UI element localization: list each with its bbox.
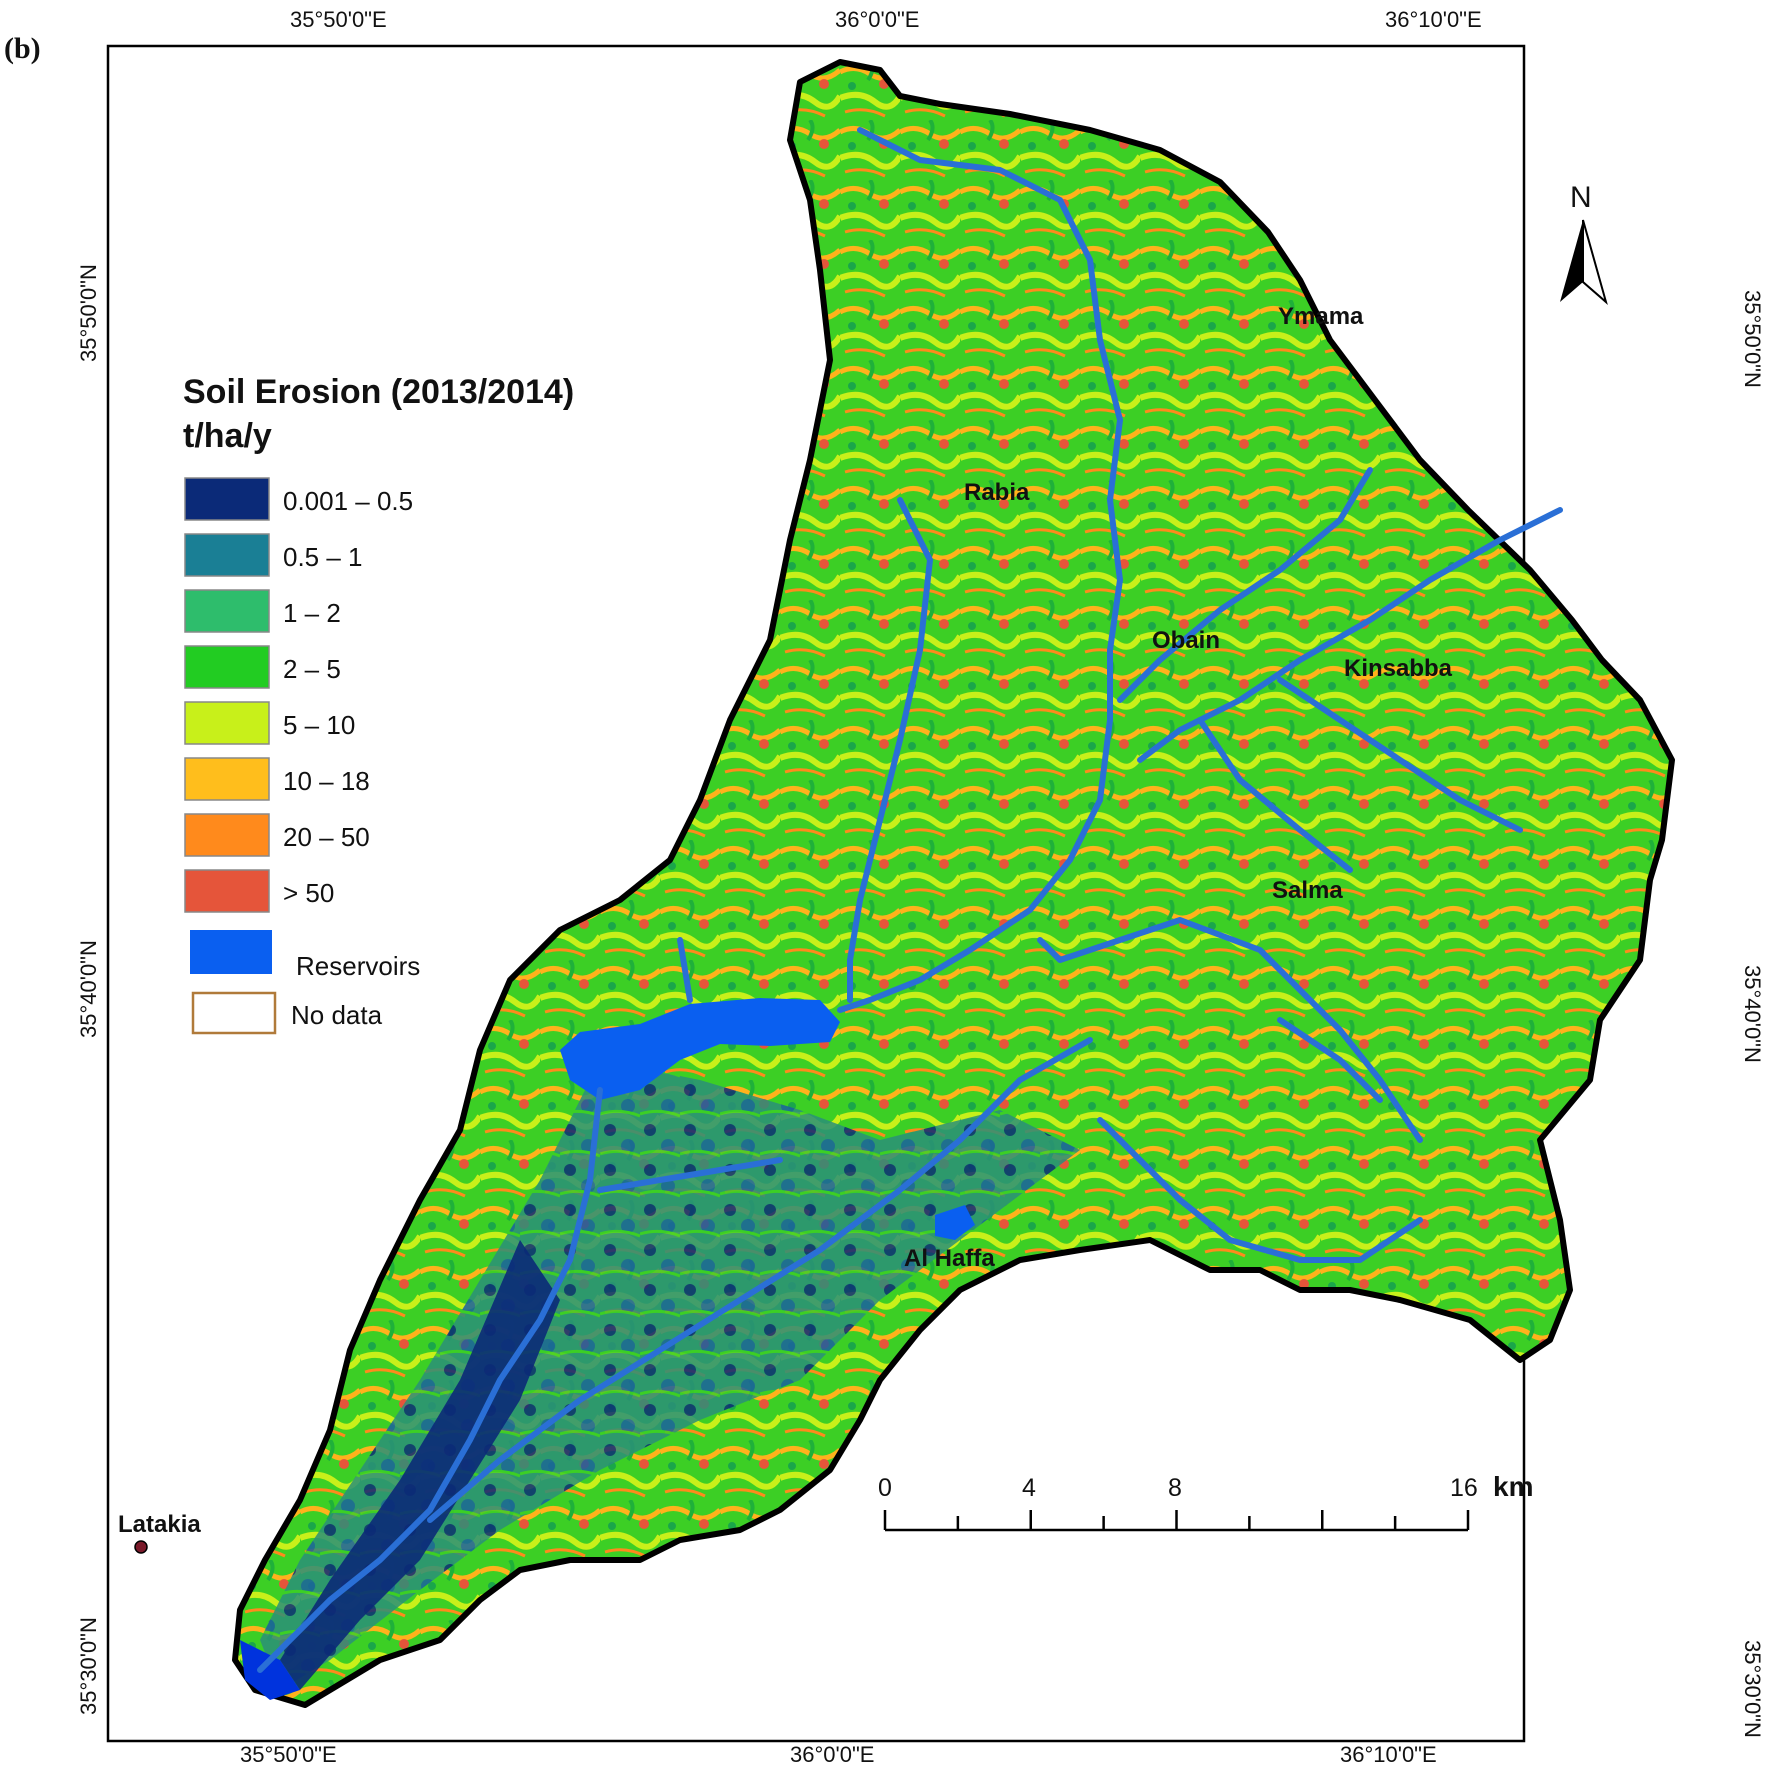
latakia-dot — [134, 1540, 148, 1554]
legend-label-7: > 50 — [283, 878, 334, 908]
river-minor — [597, 1157, 783, 1193]
scale-unit: km — [1493, 1471, 1533, 1502]
river-kinsabba — [1137, 507, 1563, 763]
scale-label-4: 4 — [1022, 1474, 1036, 1502]
legend-label-0: 0.001 – 0.5 — [283, 486, 413, 516]
legend-swatch-7 — [184, 869, 270, 913]
low-erosion-zone — [260, 1060, 1080, 1690]
river-network — [257, 127, 1563, 1673]
reservoir — [560, 998, 840, 1100]
legend-label-5: 10 – 18 — [283, 766, 370, 796]
scale-label-8: 8 — [1168, 1474, 1182, 1502]
scale-ticks — [883, 1510, 1470, 1530]
river-haffa — [427, 1037, 1093, 1523]
legend-swatch-reservoirs — [190, 930, 272, 974]
legend-swatch-3 — [184, 645, 270, 689]
river-main — [837, 127, 1123, 1013]
legend-label-reservoirs: Reservoirs — [296, 951, 420, 981]
legend-label-3: 2 – 5 — [283, 654, 341, 684]
right-coord-3: 35°30'0"N — [1740, 1640, 1765, 1738]
river-rabia — [847, 497, 933, 1003]
scale-bar: 0 4 8 16 km — [878, 1471, 1533, 1532]
top-coord-3: 36°10'0"E — [1385, 7, 1482, 32]
reservoir-coast — [240, 1640, 300, 1700]
right-coord-2: 35°40'0"N — [1740, 965, 1765, 1063]
north-arrow: N — [1560, 181, 1608, 305]
north-label: N — [1570, 181, 1592, 214]
top-coord-1: 35°50'0"E — [290, 7, 387, 32]
place-obain: Obain — [1152, 627, 1220, 654]
legend-swatch-0 — [184, 477, 270, 521]
right-coord-1: 35°50'0"N — [1740, 290, 1765, 388]
north-arrow-right — [1582, 219, 1608, 305]
legend: Soil Erosion (2013/2014) t/ha/y 0.001 – … — [183, 373, 574, 1035]
legend-unit: t/ha/y — [183, 417, 272, 455]
legend-swatch-nodata — [191, 991, 277, 1035]
dark-valley-zone — [280, 1240, 560, 1690]
place-rabia: Rabia — [964, 479, 1030, 506]
legend-swatch-2 — [184, 589, 270, 633]
river-lower — [257, 1087, 603, 1673]
left-coord-3: 35°30'0"N — [76, 1617, 101, 1715]
panel-label: (b) — [4, 32, 41, 65]
river-obain — [1117, 467, 1373, 703]
left-coord-1: 35°50'0"N — [76, 264, 101, 362]
legend-classes: 0.001 – 0.5 0.5 – 1 1 – 2 2 – 5 5 – 10 10 – 1… — [184, 477, 413, 913]
legend-swatch-1 — [184, 533, 270, 577]
place-latakia: Latakia — [118, 1511, 201, 1538]
legend-swatch-4 — [184, 701, 270, 745]
legend-swatch-6 — [184, 813, 270, 857]
scale-label-0: 0 — [878, 1474, 892, 1502]
reservoir-small — [935, 1205, 975, 1240]
river-salma — [1197, 717, 1353, 873]
bottom-coord-1: 35°50'0"E — [240, 1742, 337, 1767]
legend-label-nodata: No data — [291, 1000, 383, 1030]
north-arrow-left — [1560, 220, 1583, 302]
legend-label-2: 1 – 2 — [283, 598, 341, 628]
place-al-haffa: Al Haffa — [904, 1245, 995, 1272]
catchment-area — [232, 59, 1675, 1708]
bottom-coord-2: 36°0'0"E — [790, 1742, 874, 1767]
top-coord-2: 36°0'0"E — [835, 7, 919, 32]
legend-label-1: 0.5 – 1 — [283, 542, 363, 572]
legend-swatch-5 — [184, 757, 270, 801]
place-kinsabba: Kinsabba — [1344, 655, 1453, 682]
legend-label-6: 20 – 50 — [283, 822, 370, 852]
place-salma: Salma — [1272, 877, 1343, 904]
legend-label-4: 5 – 10 — [283, 710, 355, 740]
river-east — [1037, 917, 1423, 1143]
river-west — [677, 937, 693, 1003]
place-ymama: Ymama — [1278, 303, 1364, 330]
left-coord-2: 35°40'0"N — [76, 940, 101, 1038]
bottom-coord-3: 36°10'0"E — [1340, 1742, 1437, 1767]
river-kinsabba-east — [1277, 677, 1523, 833]
legend-title: Soil Erosion (2013/2014) — [183, 373, 574, 411]
river-south-east — [1097, 1117, 1423, 1263]
river-tributary — [1277, 1017, 1383, 1103]
scale-label-16: 16 — [1450, 1474, 1478, 1502]
